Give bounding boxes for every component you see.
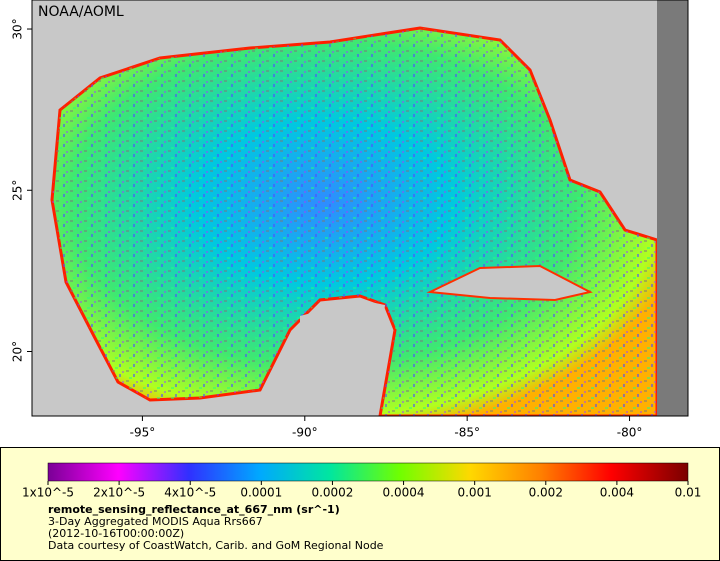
legend-title: remote_sensing_reflectance_at_667_nm (sr… <box>48 503 340 516</box>
x-tick-label: -95° <box>130 426 156 440</box>
legend-line: 3-Day Aggregated MODIS Aqua Rrs667 <box>48 515 263 528</box>
x-tick-label: -85° <box>454 426 480 440</box>
yucatan <box>300 300 385 416</box>
cuba <box>426 264 593 302</box>
x-tick-label: -90° <box>292 426 318 440</box>
florida <box>540 0 657 235</box>
colorbar <box>47 462 689 482</box>
colorbar-label: 0.004 <box>600 486 634 500</box>
map-raster <box>32 0 688 416</box>
watermark: NOAA/AOML <box>38 4 124 20</box>
legend-line: Data courtesy of CoastWatch, Carib. and … <box>48 539 384 552</box>
x-tick-label: -80° <box>617 426 643 440</box>
water-texture <box>52 28 657 416</box>
colorbar-label: 0.002 <box>529 486 563 500</box>
plot-frame <box>31 0 689 417</box>
y-tick-label: 30° <box>11 18 25 39</box>
colorbar-label: 0.0002 <box>311 486 353 500</box>
colorbar-label: 0.0001 <box>240 486 282 500</box>
colorbar-label: 0.001 <box>457 486 491 500</box>
no-data-strip <box>657 0 688 416</box>
y-tick-label: 20° <box>11 341 25 362</box>
label-bg <box>32 0 132 26</box>
colorbar-label: 1x10^-5 <box>22 486 74 500</box>
colorbar-label: 0.01 <box>675 486 702 500</box>
y-tick-label: 25° <box>11 180 25 201</box>
colorbar-label: 0.0004 <box>383 486 425 500</box>
colorbar-label: 2x10^-5 <box>93 486 145 500</box>
legend-line: (2012-10-16T00:00:00Z) <box>48 527 184 540</box>
colorbar-label: 4x10^-5 <box>164 486 216 500</box>
